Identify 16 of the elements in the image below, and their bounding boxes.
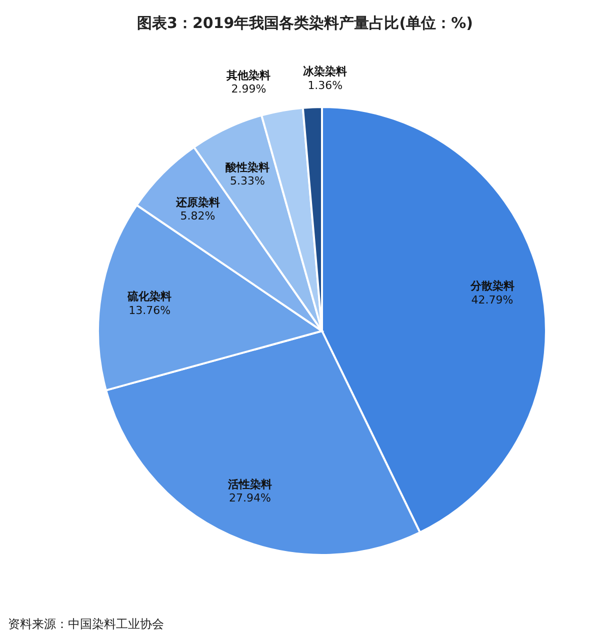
slice-label: 酸性染料 bbox=[225, 160, 270, 174]
data-label: 5.33% bbox=[230, 174, 265, 188]
slice-label: 还原染料 bbox=[174, 196, 220, 209]
slice-label: 其他染料 bbox=[226, 68, 271, 82]
slice-label: 分散染料 bbox=[469, 280, 514, 293]
slice-label: 活性染料 bbox=[226, 478, 272, 491]
data-label: 42.79% bbox=[471, 293, 514, 306]
data-label: 1.36% bbox=[308, 78, 343, 92]
text: 资料来源：中国染料工业协会 bbox=[8, 617, 164, 631]
chart-title: 图表3：2019年我国各类染料产量占比(单位：%) bbox=[137, 14, 473, 32]
data-label: 13.76% bbox=[128, 304, 171, 317]
data-label: 2.99% bbox=[231, 82, 266, 96]
data-label: 5.82% bbox=[180, 210, 216, 223]
slice-label: 硫化染料 bbox=[126, 290, 172, 304]
slice-label: 冰染染料 bbox=[303, 65, 348, 78]
data-label: 27.94% bbox=[228, 492, 271, 505]
